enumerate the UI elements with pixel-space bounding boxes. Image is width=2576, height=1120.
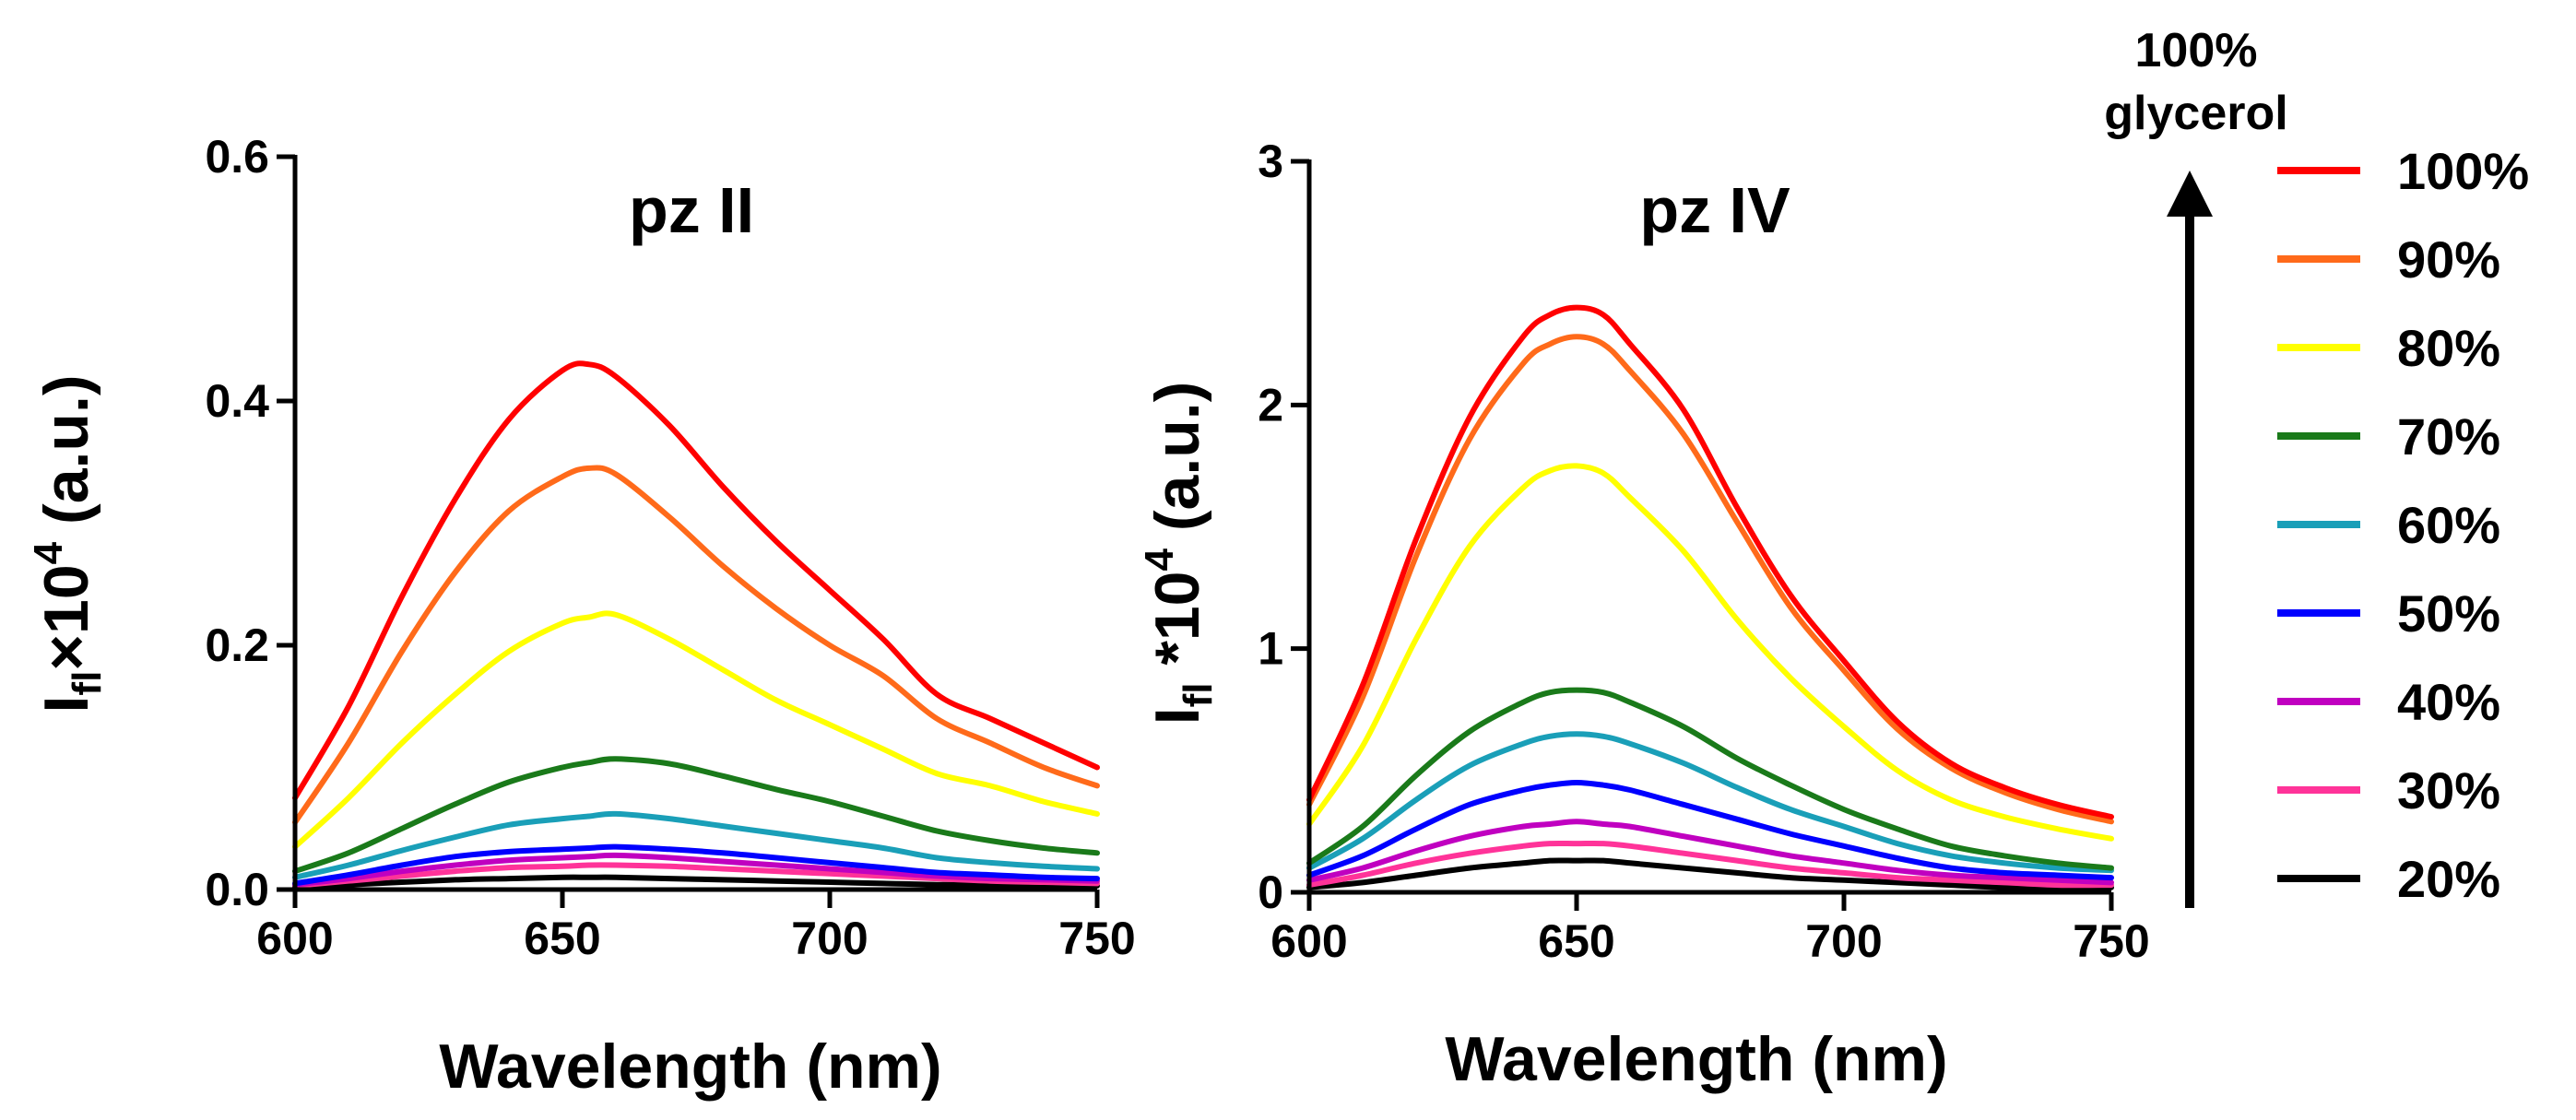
series-lines <box>292 360 1100 890</box>
chart-pz-iv: pz IV Wavelength (nm) Ifl *104 (a.u.) 0 1… <box>1137 136 2150 1094</box>
y-tick-label: 0.6 <box>205 131 269 183</box>
series-line-70pct <box>1306 687 2114 871</box>
y-axis-title: Ifl×104 (a.u.) <box>26 375 110 713</box>
series-line-20pct <box>292 874 1100 890</box>
x-tick-label: 750 <box>2073 915 2149 967</box>
x-tick-label: 600 <box>1270 915 1347 967</box>
series-line-20pct <box>1306 857 2114 890</box>
legend-item: 60% <box>2277 496 2500 554</box>
y-tick-label: 1 <box>1258 623 1283 675</box>
x-axis-title: Wavelength (nm) <box>439 1032 941 1102</box>
y-axis-title-base: I <box>1142 707 1212 725</box>
legend-label: 30% <box>2397 761 2500 819</box>
series-line-100pct <box>292 360 1100 801</box>
series-line-40pct <box>1306 819 2114 886</box>
y-axis-title-sub: fl <box>1176 683 1221 708</box>
arrow-label-glycerol: glycerol <box>2104 87 2287 140</box>
legend: 100% 90% 80% 70% 60% 50% 40% 30% 20% <box>2277 142 2529 908</box>
series-line-100pct <box>1306 304 2114 820</box>
series-line-50pct <box>1306 780 2114 881</box>
y-axis-title-sup: 4 <box>1137 548 1182 572</box>
y-axis-title-op: *10 <box>1142 572 1212 683</box>
series-line-60pct <box>292 810 1100 880</box>
y-axis-title: Ifl *104 (a.u.) <box>1137 382 1221 725</box>
glycerol-arrow: 100% glycerol <box>2104 24 2288 908</box>
y-axis-title-sup: 4 <box>26 541 71 564</box>
series-line-90pct <box>292 465 1100 826</box>
legend-item: 30% <box>2277 761 2500 819</box>
x-axis-title: Wavelength (nm) <box>1445 1024 1947 1094</box>
y-axis-title-op: ×10 <box>31 564 101 670</box>
y-axis-title-base: I <box>31 696 101 713</box>
y-tick-label: 0.4 <box>205 375 269 427</box>
x-tick-label: 650 <box>524 913 600 964</box>
arrow-label-percent: 100% <box>2135 24 2258 77</box>
x-tick-label: 750 <box>1058 913 1135 964</box>
legend-item: 80% <box>2277 319 2500 377</box>
axes: 0.0 0.2 0.4 0.6 600 650 700 750 <box>205 131 1135 964</box>
y-axis-title-tail: (a.u.) <box>31 375 101 542</box>
x-tick-label: 600 <box>256 913 333 964</box>
series-line-30pct <box>1306 840 2114 889</box>
y-tick-label: 0.2 <box>205 619 269 671</box>
legend-item: 90% <box>2277 230 2500 289</box>
y-tick-label: 0 <box>1258 867 1283 918</box>
series-line-80pct <box>292 610 1100 850</box>
series-line-40pct <box>292 852 1100 888</box>
y-axis-title-sub: fl <box>65 671 110 696</box>
legend-item: 40% <box>2277 673 2500 731</box>
legend-label: 100% <box>2397 142 2529 200</box>
legend-item: 100% <box>2277 142 2529 200</box>
x-tick-label: 700 <box>1805 915 1882 967</box>
series-lines <box>1306 304 2114 890</box>
legend-label: 90% <box>2397 230 2500 289</box>
chart-title: pz II <box>629 174 754 246</box>
chart-title: pz IV <box>1639 174 1790 246</box>
axes: 0 1 2 3 600 650 700 750 <box>1258 136 2150 967</box>
legend-item: 50% <box>2277 584 2500 643</box>
legend-item: 20% <box>2277 850 2500 908</box>
series-line-70pct <box>292 756 1100 875</box>
legend-label: 40% <box>2397 673 2500 731</box>
legend-item: 70% <box>2277 407 2500 466</box>
legend-label: 70% <box>2397 407 2500 466</box>
y-tick-label: 3 <box>1258 136 1283 187</box>
series-line-80pct <box>1306 463 2114 842</box>
legend-label: 60% <box>2397 496 2500 554</box>
x-tick-label: 700 <box>791 913 868 964</box>
arrow-head-icon <box>2167 171 2213 217</box>
series-line-90pct <box>1306 334 2114 825</box>
series-line-60pct <box>1306 731 2114 874</box>
x-tick-label: 650 <box>1538 915 1614 967</box>
series-line-50pct <box>292 843 1100 887</box>
y-tick-label: 0.0 <box>205 864 269 915</box>
legend-label: 80% <box>2397 319 2500 377</box>
legend-label: 50% <box>2397 584 2500 643</box>
legend-label: 20% <box>2397 850 2500 908</box>
y-axis-title-tail: (a.u.) <box>1142 382 1212 548</box>
chart-pz-ii: pz II Wavelength (nm) Ifl×104 (a.u.) 0.0… <box>26 131 1136 1102</box>
y-tick-label: 2 <box>1258 379 1283 430</box>
